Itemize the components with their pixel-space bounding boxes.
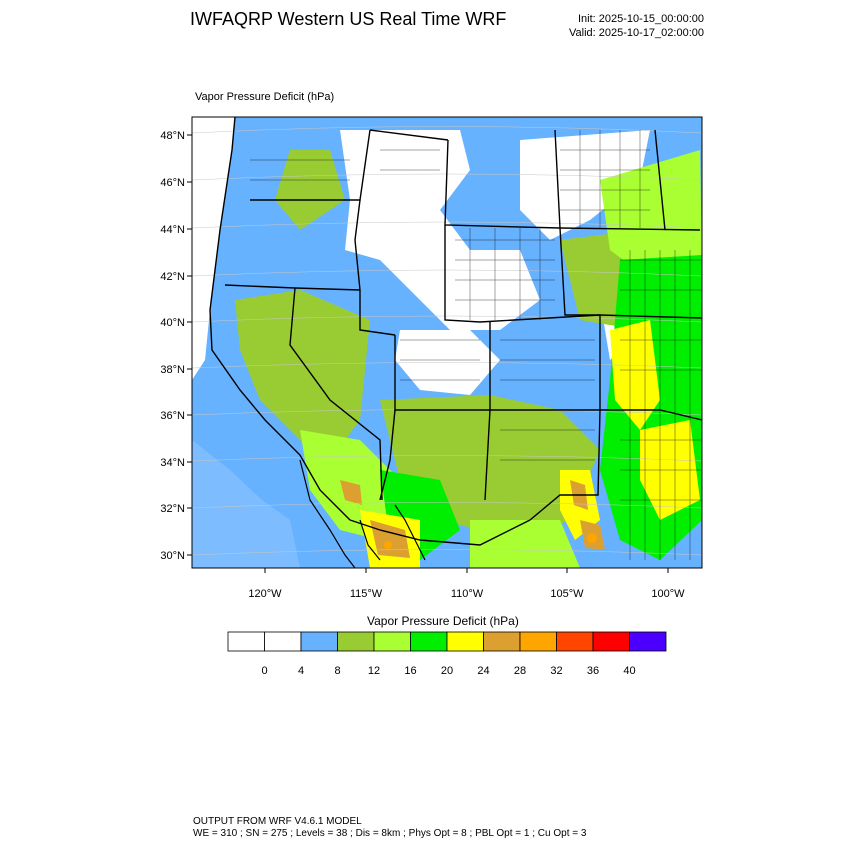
- colorbar-label: 8: [334, 665, 340, 677]
- colorbar-box: [373, 631, 411, 652]
- colorbar-label: 12: [368, 665, 380, 677]
- colorbar-box: [446, 631, 484, 652]
- colorbar-box: [264, 631, 302, 652]
- colorbar-label: 4: [298, 665, 304, 677]
- lat-label-42: 42°N: [160, 271, 185, 283]
- region-olive-nevada: [235, 290, 370, 460]
- colorbar-title: Vapor Pressure Deficit (hPa): [367, 614, 519, 628]
- region-olive-wa: [275, 150, 345, 230]
- colorbar-box: [300, 631, 338, 652]
- lat-label-36: 36°N: [160, 410, 185, 422]
- region-lime-mexico: [470, 520, 580, 568]
- lat-label-30: 30°N: [160, 550, 185, 562]
- colorbar-label: 28: [514, 665, 526, 677]
- county-borders: [250, 130, 702, 560]
- region-white-dakotas: [520, 130, 650, 240]
- map-field: [192, 117, 702, 568]
- colorbar-label: 16: [404, 665, 416, 677]
- lon-label-100: 100°W: [651, 588, 685, 600]
- colorbar-box: [337, 631, 375, 652]
- lon-label-115: 115°W: [350, 588, 383, 600]
- colorbar-box: [592, 631, 630, 652]
- colorbar-box: [556, 631, 594, 652]
- colorbar-label: 32: [550, 665, 562, 677]
- state-borders: [209, 117, 702, 546]
- graticule: [192, 126, 702, 556]
- lon-label-120: 120°W: [248, 588, 282, 600]
- region-orange-texas: [587, 533, 597, 543]
- colorbar-box: [483, 631, 521, 652]
- lon-label-110: 110°W: [451, 588, 484, 600]
- lon-label-105: 105°W: [550, 588, 584, 600]
- region-tan-socal: [340, 480, 362, 505]
- lat-label-34: 34°N: [160, 457, 185, 469]
- lat-label-32: 32°N: [160, 503, 185, 515]
- colorbar-label: 24: [477, 665, 489, 677]
- ocean-white-north: [192, 117, 235, 380]
- coastline: [299, 459, 426, 568]
- field-label: Vapor Pressure Deficit (hPa): [195, 91, 335, 103]
- lon-ticks: [264, 568, 669, 573]
- map-frame: [191, 116, 703, 569]
- page-title: IWFAQRP Western US Real Time WRF: [190, 9, 507, 29]
- colorbar-box: [519, 631, 557, 652]
- region-yellow-kansas: [610, 320, 660, 430]
- lat-label-38: 38°N: [160, 364, 185, 376]
- lat-label-40: 40°N: [160, 317, 185, 329]
- colorbar-label: 0: [261, 665, 267, 677]
- colorbar-labels: 0 4 8 12 16 20 24 28 32 36 40: [261, 665, 635, 677]
- footer: OUTPUT FROM WRF V4.6.1 MODEL WE = 310 ; …: [193, 816, 586, 840]
- colorbar-label: 36: [587, 665, 599, 677]
- region-lime-plains: [600, 150, 702, 280]
- colorbar-label: 40: [623, 665, 635, 677]
- colorbar-box: [410, 631, 448, 652]
- lat-label-48: 48°N: [160, 130, 185, 142]
- colorbar-box: [227, 631, 265, 652]
- region-orange-sonora: [384, 541, 392, 549]
- lat-ticks: [187, 134, 192, 556]
- colorbar-box: [629, 631, 667, 652]
- valid-time: Valid: 2025-10-17_02:00:00: [569, 27, 704, 39]
- lat-label-44: 44°N: [160, 224, 185, 236]
- lat-label-46: 46°N: [160, 177, 185, 189]
- footer-line-1: OUTPUT FROM WRF V4.6.1 MODEL: [193, 816, 362, 827]
- ocean-blue-south: [192, 440, 320, 568]
- footer-line-2: WE = 310 ; SN = 275 ; Levels = 38 ; Dis …: [193, 828, 587, 839]
- colorbar: [227, 631, 667, 652]
- colorbar-label: 20: [441, 665, 453, 677]
- init-time: Init: 2025-10-15_00:00:00: [578, 13, 704, 25]
